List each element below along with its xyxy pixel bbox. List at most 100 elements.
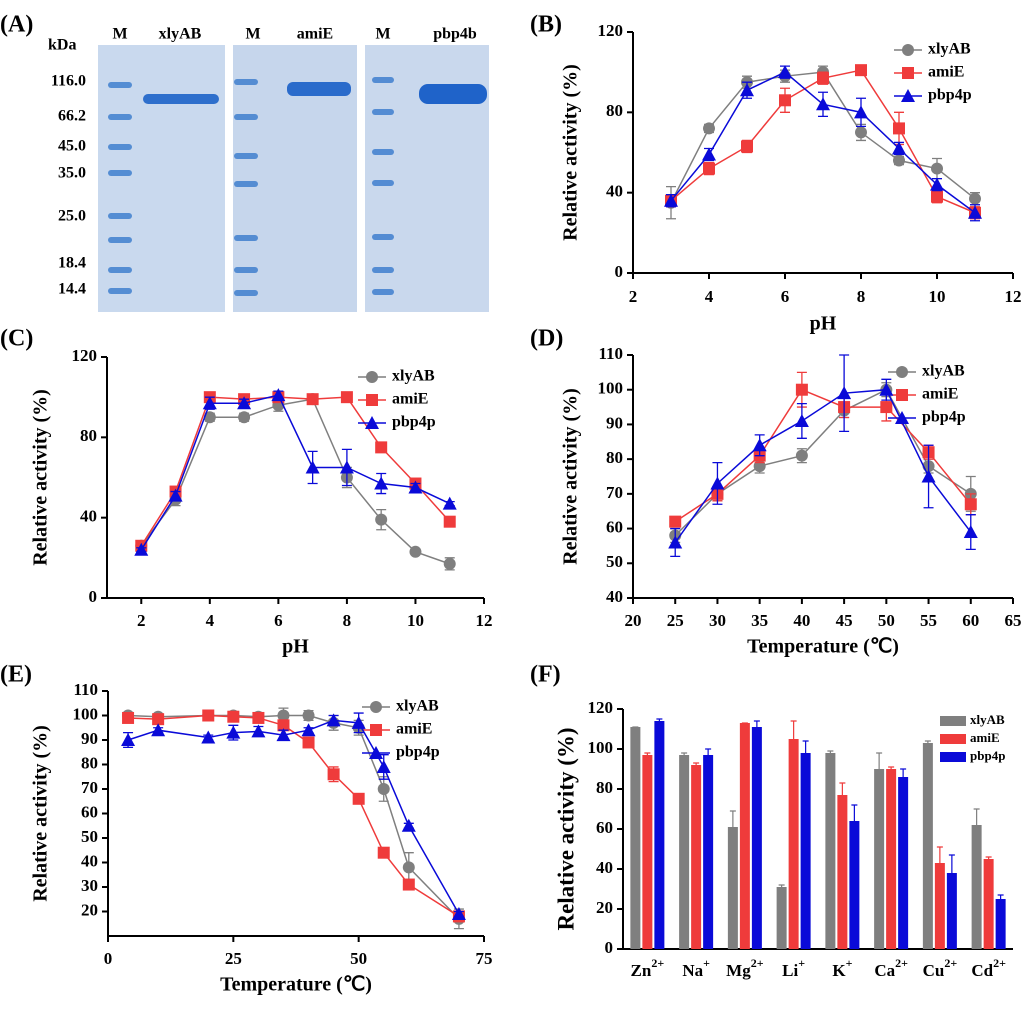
y-tick-label: 90 xyxy=(606,413,623,432)
marker-band xyxy=(108,144,132,150)
data-point xyxy=(305,460,320,474)
legend-marker xyxy=(896,366,908,378)
legend-label: amiE xyxy=(922,386,958,403)
data-point xyxy=(227,710,240,723)
x-tick-label: Zn2+ xyxy=(631,956,665,980)
data-point xyxy=(226,725,241,739)
data-point xyxy=(442,496,457,510)
lane-label: amiE xyxy=(297,26,333,43)
series-line xyxy=(674,388,972,543)
marker-band xyxy=(234,181,258,187)
data-point xyxy=(409,545,422,558)
data-point xyxy=(710,476,725,490)
bar xyxy=(642,755,653,949)
marker-size-label: 14.4 xyxy=(58,281,86,298)
data-point xyxy=(340,391,353,404)
x-tick-label: 65 xyxy=(1005,611,1022,630)
bar xyxy=(727,827,738,949)
data-point xyxy=(741,140,753,153)
marker-band xyxy=(108,213,132,219)
marker-band xyxy=(108,82,132,88)
bar xyxy=(654,721,665,949)
x-tick-label: 4 xyxy=(705,287,714,306)
y-tick-label: 60 xyxy=(81,802,98,821)
marker-band xyxy=(234,235,258,241)
marker-band xyxy=(372,180,394,186)
bar xyxy=(971,825,982,949)
data-point xyxy=(326,713,341,727)
y-tick-label: 80 xyxy=(606,448,623,467)
bar xyxy=(946,873,957,949)
category-charge: 2+ xyxy=(993,956,1006,970)
x-tick-label: K+ xyxy=(832,956,852,980)
legend-swatch xyxy=(940,752,966,762)
protein-band xyxy=(419,84,487,104)
data-point xyxy=(855,64,867,77)
bar xyxy=(995,899,1006,949)
legend-label: xlyAB xyxy=(928,41,971,58)
y-tick-label: 0 xyxy=(615,262,624,281)
marker-band xyxy=(234,290,258,296)
data-point xyxy=(375,441,388,454)
category-symbol: Li xyxy=(782,961,798,980)
data-point xyxy=(703,122,715,135)
data-point xyxy=(402,861,415,874)
marker-size-label: 35.0 xyxy=(58,165,86,182)
legend-label: xlyAB xyxy=(396,698,439,715)
data-point xyxy=(402,878,415,891)
data-point xyxy=(964,498,977,511)
bar xyxy=(691,765,702,949)
data-point xyxy=(969,192,981,205)
category-symbol: Cu xyxy=(923,961,945,980)
x-axis-label: Temperature (℃) xyxy=(220,974,372,996)
y-tick-label: 60 xyxy=(596,818,613,837)
bar xyxy=(751,727,762,949)
x-tick-label: 25 xyxy=(225,949,242,968)
error-bar xyxy=(948,854,955,873)
y-axis-label: Relative activity (%) xyxy=(560,64,582,241)
data-point xyxy=(327,768,340,781)
data-point xyxy=(893,154,905,167)
marker-band xyxy=(372,149,394,155)
x-tick-label: 50 xyxy=(350,949,367,968)
data-point xyxy=(339,460,354,474)
data-point xyxy=(152,713,165,726)
x-tick-label: 35 xyxy=(751,611,768,630)
legend-marker xyxy=(902,67,914,79)
marker-size-label: 45.0 xyxy=(58,138,86,155)
bar xyxy=(800,753,811,949)
y-tick-label: 70 xyxy=(606,483,623,502)
category-charge: + xyxy=(703,956,710,970)
y-axis-label: Relative activity (%) xyxy=(30,725,52,902)
category-charge: + xyxy=(798,956,805,970)
y-tick-label: 110 xyxy=(598,344,623,363)
error-bar xyxy=(753,720,760,727)
x-tick-label: 50 xyxy=(878,611,895,630)
marker-band xyxy=(108,267,132,273)
x-tick-label: 45 xyxy=(836,611,853,630)
legend-label: amiE xyxy=(392,391,428,408)
data-point xyxy=(306,393,319,406)
x-tick-label: Na+ xyxy=(682,956,710,980)
data-point xyxy=(795,449,808,462)
marker-size-label: 18.4 xyxy=(58,255,86,272)
x-tick-label: 10 xyxy=(929,287,946,306)
error-bar xyxy=(888,766,895,769)
data-point xyxy=(151,723,166,737)
error-bar xyxy=(851,804,858,821)
data-point xyxy=(968,205,982,219)
lane-label: pbp4b xyxy=(433,26,477,43)
legend-marker xyxy=(370,701,382,713)
bar xyxy=(922,743,933,949)
data-point xyxy=(669,515,682,528)
data-point xyxy=(921,469,936,483)
data-point xyxy=(238,411,251,424)
error-bar xyxy=(778,884,785,887)
bar xyxy=(679,755,690,949)
x-tick-label: 10 xyxy=(407,611,424,630)
data-point xyxy=(778,65,792,79)
bar xyxy=(837,795,848,949)
y-tick-label: 30 xyxy=(81,876,98,895)
x-tick-label: 55 xyxy=(920,611,937,630)
data-point xyxy=(134,542,149,556)
